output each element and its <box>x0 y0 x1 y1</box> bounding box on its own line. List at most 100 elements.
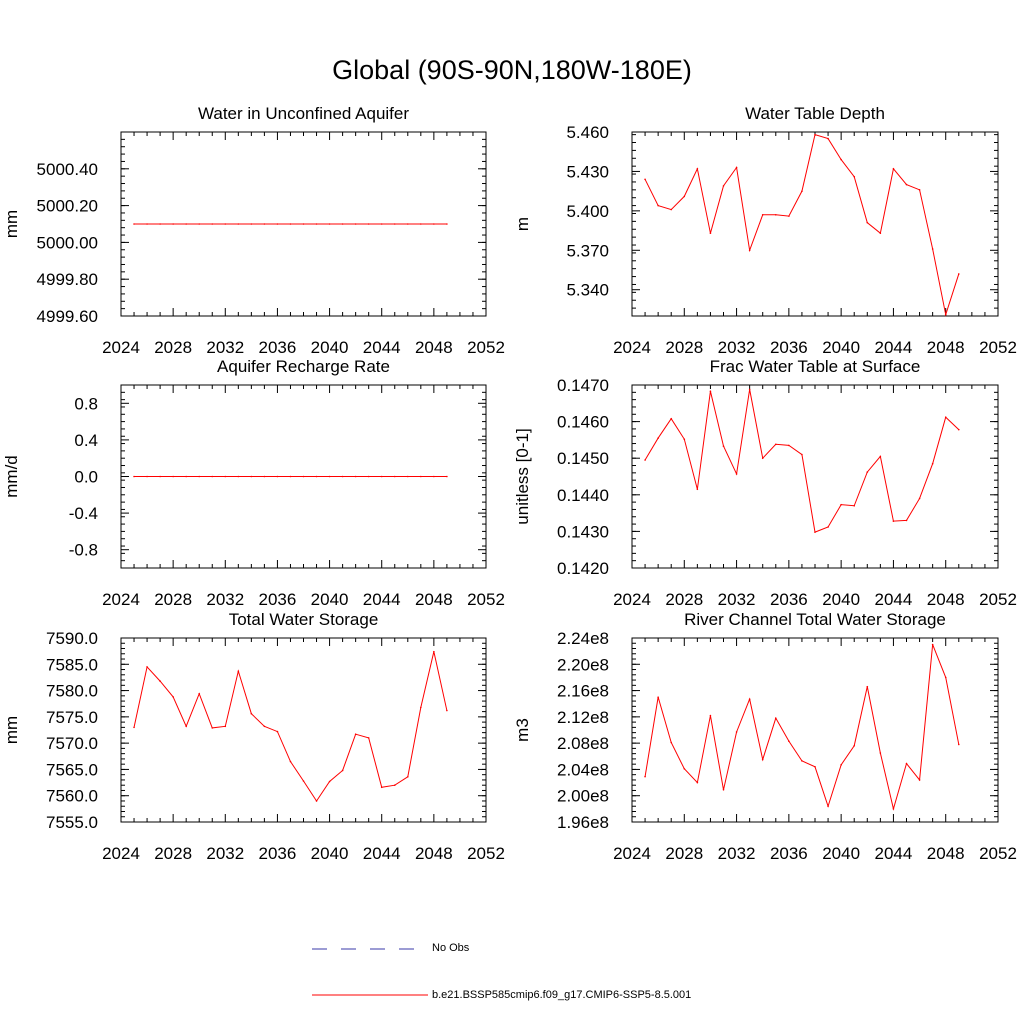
legend-obs-label: No Obs <box>432 942 470 954</box>
data-point <box>420 706 422 709</box>
data-point <box>276 223 279 225</box>
data-point <box>133 475 135 478</box>
data-point <box>198 223 201 225</box>
y-axis-label: mm <box>2 716 21 744</box>
x-tick-label: 2028 <box>665 590 703 609</box>
data-point <box>892 520 895 522</box>
data-point <box>696 781 699 784</box>
y-tick-label: 2.12e8 <box>557 708 609 727</box>
data-point <box>198 475 201 478</box>
data-point <box>185 223 187 225</box>
data-point <box>302 223 305 225</box>
x-tick-label: 2028 <box>154 844 192 863</box>
data-point <box>172 696 174 698</box>
data-point <box>788 740 790 742</box>
y-tick-label: 0.1440 <box>557 486 609 505</box>
x-tick-label: 2024 <box>102 338 140 357</box>
data-point <box>446 709 448 712</box>
data-point <box>670 741 673 744</box>
data-point <box>328 780 331 783</box>
x-tick-label: 2036 <box>259 338 297 357</box>
y-tick-label: 5000.20 <box>37 197 98 216</box>
data-point <box>406 775 409 778</box>
data-point <box>905 519 908 522</box>
y-tick-label: 4999.60 <box>37 307 98 326</box>
x-tick-label: 2048 <box>927 338 965 357</box>
x-tick-label: 2036 <box>770 844 808 863</box>
data-point <box>774 717 777 719</box>
data-point <box>276 475 279 478</box>
y-tick-label: 7575.0 <box>46 708 98 727</box>
data-point <box>840 503 842 506</box>
data-point <box>748 249 751 252</box>
data-point <box>367 223 370 225</box>
y-tick-label: -0.4 <box>69 504 98 523</box>
x-tick-label: 2036 <box>770 590 808 609</box>
data-point <box>931 643 934 646</box>
chart-panel-4: 2024 2028 2032 2036 2040 2044 2048 2052 0.1420 0.… <box>513 357 1017 609</box>
data-point <box>748 388 751 391</box>
data-point <box>866 471 869 473</box>
data-point <box>918 779 921 781</box>
data-point <box>735 731 738 733</box>
chart-title: Water Table Depth <box>745 104 885 123</box>
data-point <box>774 443 777 446</box>
x-tick-label: 2040 <box>822 590 860 609</box>
plot-frame <box>631 131 999 317</box>
y-tick-label: 5000.00 <box>37 233 98 252</box>
chart-title: Total Water Storage <box>229 610 379 629</box>
x-tick-label: 2032 <box>206 844 244 863</box>
x-tick-label: 2024 <box>613 844 651 863</box>
chart-panel-5: 2024 2028 2032 2036 2040 2044 2048 2052 7555.0 75… <box>2 610 505 863</box>
data-point <box>644 775 646 778</box>
data-point <box>774 214 777 216</box>
chart-panel-2: 2024 2028 2032 2036 2040 2044 2048 2052 5.340 5.3… <box>513 104 1017 357</box>
data-point <box>801 760 803 762</box>
y-tick-label: 5000.40 <box>37 160 98 179</box>
y-tick-label: 2.16e8 <box>557 682 609 701</box>
data-point <box>250 712 253 715</box>
y-tick-label: 0.1450 <box>557 449 609 468</box>
chart-title: Water in Unconfined Aquifer <box>198 104 409 123</box>
data-point <box>172 475 174 478</box>
data-point <box>696 168 699 170</box>
y-tick-label: 7565.0 <box>46 760 98 779</box>
data-point <box>892 168 895 170</box>
y-tick-label: 0.1430 <box>557 522 609 541</box>
data-point <box>420 223 422 225</box>
data-point <box>644 178 646 181</box>
series-line <box>644 389 960 533</box>
data-point <box>146 475 148 478</box>
y-tick-label: 0.1470 <box>557 376 609 395</box>
data-point <box>670 417 673 420</box>
data-point <box>879 232 882 234</box>
x-tick-label: 2028 <box>154 590 192 609</box>
chart-panel-3: 2024 2028 2032 2036 2040 2044 2048 2052 -0.8 -0.4… <box>2 357 505 609</box>
data-point <box>722 445 725 447</box>
y-tick-label: 2.00e8 <box>557 787 609 806</box>
y-tick-label: 5.460 <box>566 123 609 142</box>
data-point <box>931 462 934 465</box>
data-point <box>840 158 842 161</box>
data-point <box>433 475 435 478</box>
data-point <box>853 744 856 747</box>
data-point <box>250 475 253 478</box>
y-axis-label: unitless [0-1] <box>513 428 532 524</box>
data-point <box>866 221 869 224</box>
data-point <box>709 390 712 393</box>
x-tick-label: 2048 <box>415 338 453 357</box>
data-point <box>433 650 435 653</box>
data-point <box>393 475 396 478</box>
x-tick-label: 2040 <box>822 338 860 357</box>
data-point <box>185 725 187 728</box>
data-point <box>709 714 712 717</box>
x-tick-label: 2044 <box>363 590 401 609</box>
data-point <box>957 743 960 746</box>
x-tick-label: 2040 <box>822 844 860 863</box>
data-point <box>722 789 725 791</box>
data-point <box>853 175 856 178</box>
data-point <box>814 531 816 533</box>
data-point <box>224 725 227 728</box>
data-point <box>683 195 686 198</box>
data-point <box>224 223 227 225</box>
